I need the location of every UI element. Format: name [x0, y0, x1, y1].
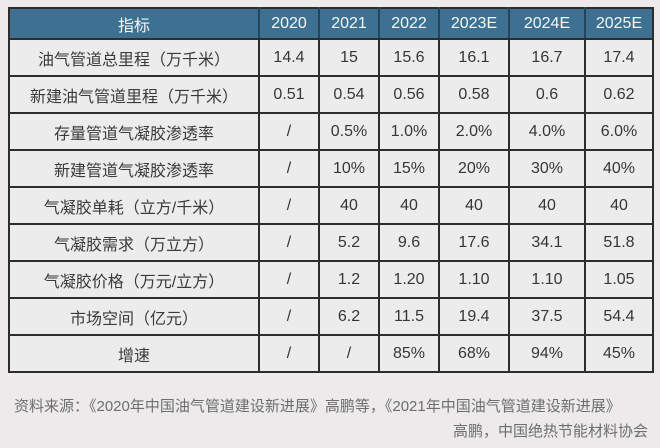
table-cell: 0.5%: [318, 112, 380, 151]
table-cell: 40: [318, 186, 380, 225]
table-cell: /: [258, 223, 320, 262]
table-cell: /: [258, 112, 320, 151]
table-cell: 15: [318, 38, 380, 77]
table-cell: 19.4: [438, 297, 510, 336]
row-label: 气凝胶价格（万元/立方）: [8, 260, 260, 299]
table-row: 气凝胶需求（万立方）/5.2 9.6 17.6 34.1 51.8: [8, 223, 654, 262]
table-cell: 5.2: [318, 223, 380, 262]
table-cell: /: [318, 334, 380, 373]
table-cell: 0.58: [438, 75, 510, 114]
year-column-header: 2021: [318, 7, 380, 40]
table-cell: 37.5: [508, 297, 586, 336]
table-cell: /: [258, 297, 320, 336]
year-column-header: 2020: [258, 7, 320, 40]
table-row: 气凝胶价格（万元/立方）/1.2 1.20 1.10 1.10 1.05: [8, 260, 654, 299]
table-cell: 0.51: [258, 75, 320, 114]
table-cell: 9.6: [378, 223, 440, 262]
table-row: 油气管道总里程（万千米） 14.4 15 15.6 16.1 16.7 17.4: [8, 38, 654, 77]
table-row: 气凝胶单耗（立方/千米）/40 40 40 40 40: [8, 186, 654, 225]
table-cell: 0.54: [318, 75, 380, 114]
row-label: 市场空间（亿元）: [8, 297, 260, 336]
table-cell: 40: [508, 186, 586, 225]
table-cell: 16.7: [508, 38, 586, 77]
indicator-column-header: 指标: [8, 7, 260, 40]
year-column-header: 2025E: [584, 7, 654, 40]
table-row: 增速 //85% 68% 94% 45%: [8, 334, 654, 373]
table-cell: 40: [378, 186, 440, 225]
row-label: 油气管道总里程（万千米）: [8, 38, 260, 77]
table-cell: 16.1: [438, 38, 510, 77]
table-cell: /: [258, 186, 320, 225]
table-cell: 45%: [584, 334, 654, 373]
table-cell: 0.6: [508, 75, 586, 114]
table-cell: 30%: [508, 149, 586, 188]
year-column-header: 2024E: [508, 7, 586, 40]
table-cell: 17.6: [438, 223, 510, 262]
table-cell: 11.5: [378, 297, 440, 336]
table-cell: 85%: [378, 334, 440, 373]
table-cell: 54.4: [584, 297, 654, 336]
table-cell: 1.2: [318, 260, 380, 299]
source-line-1: 资料来源：《2020年中国油气管道建设新进展》高鹏等，《2021年中国油气管道建…: [14, 398, 621, 415]
table-cell: 1.10: [438, 260, 510, 299]
table-cell: 6.2: [318, 297, 380, 336]
table-row: 存量管道气凝胶渗透率/0.5% 1.0% 2.0% 4.0% 6.0%: [8, 112, 654, 151]
table-cell: 40: [584, 186, 654, 225]
table-row: 新建管道气凝胶渗透率/10% 15% 20% 30% 40%: [8, 149, 654, 188]
table-cell: 68%: [438, 334, 510, 373]
row-label: 存量管道气凝胶渗透率: [8, 112, 260, 151]
table-cell: 34.1: [508, 223, 586, 262]
table-cell: 1.20: [378, 260, 440, 299]
table-cell: 0.62: [584, 75, 654, 114]
table-body: 油气管道总里程（万千米） 14.4 15 15.6 16.1 16.7 17.4 新建油气管道…: [8, 38, 654, 373]
table-cell: 15.6: [378, 38, 440, 77]
table-cell: 4.0%: [508, 112, 586, 151]
row-label: 新建油气管道里程（万千米）: [8, 75, 260, 114]
table-cell: /: [258, 149, 320, 188]
table-cell: 6.0%: [584, 112, 654, 151]
table-cell: 17.4: [584, 38, 654, 77]
table-cell: 1.05: [584, 260, 654, 299]
table-row: 市场空间（亿元）/6.2 11.5 19.4 37.5 54.4: [8, 297, 654, 336]
table-cell: 94%: [508, 334, 586, 373]
table-cell: 0.56: [378, 75, 440, 114]
table-cell: /: [258, 260, 320, 299]
table-cell: 51.8: [584, 223, 654, 262]
source-line-2: 高鹏，中国绝热节能材料协会: [452, 423, 648, 440]
row-label: 气凝胶需求（万立方）: [8, 223, 260, 262]
table-header-row: 指标 2020 2021 2022 2023E 2024E 2025E: [8, 7, 654, 40]
table-cell: 40%: [584, 149, 654, 188]
table-cell: 40: [438, 186, 510, 225]
table-cell: 10%: [318, 149, 380, 188]
table-cell: 15%: [378, 149, 440, 188]
aerogel-market-table: 指标 2020 2021 2022 2023E 2024E 2025E 油气管道总里程（万千…: [8, 7, 654, 373]
row-label: 增速: [8, 334, 260, 373]
table-cell: /: [258, 334, 320, 373]
table-cell: 20%: [438, 149, 510, 188]
row-label: 新建管道气凝胶渗透率: [8, 149, 260, 188]
table-cell: 1.10: [508, 260, 586, 299]
year-column-header: 2022: [378, 7, 440, 40]
table-row: 新建油气管道里程（万千米） 0.51 0.54 0.56 0.58 0.6 0.62: [8, 75, 654, 114]
year-column-header: 2023E: [438, 7, 510, 40]
source-note: 资料来源：《2020年中国油气管道建设新进展》高鹏等，《2021年中国油气管道建…: [8, 394, 652, 444]
table-cell: 14.4: [258, 38, 320, 77]
table-cell: 1.0%: [378, 112, 440, 151]
row-label: 气凝胶单耗（立方/千米）: [8, 186, 260, 225]
table-cell: 2.0%: [438, 112, 510, 151]
